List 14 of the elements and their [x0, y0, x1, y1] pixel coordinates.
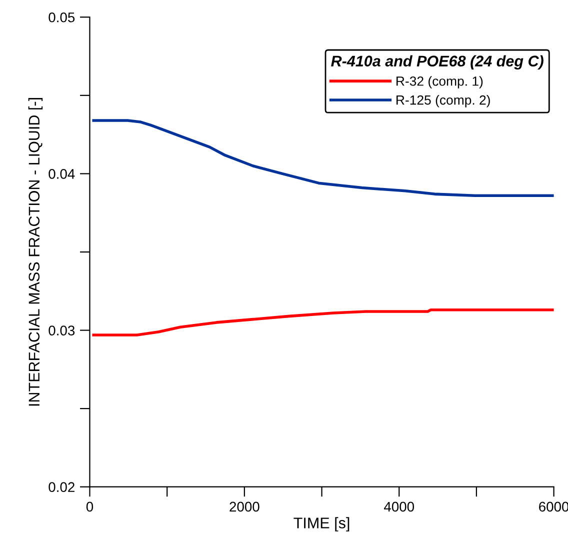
legend-title: R-410a and POE68 (24 deg C): [331, 55, 544, 70]
x-axis-title: TIME [s]: [294, 517, 350, 532]
legend-label: R-125 (comp. 2): [396, 95, 490, 108]
y-tick-label: 0.02: [48, 482, 74, 492]
y-tick-label: 0.05: [48, 12, 75, 22]
x-tick-label: 4000: [384, 502, 414, 512]
line-series: [92, 308, 554, 336]
x-tick-label: 2000: [230, 502, 260, 512]
y-axis-title: INTERFACIAL MASS FRACTION - LIQUID [-]: [28, 98, 43, 406]
legend-label: R-32 (comp. 1): [396, 76, 483, 88]
line-series: [92, 119, 554, 198]
y-tick-label: 0.03: [48, 326, 75, 336]
y-tick-label: 0.04: [48, 169, 75, 179]
x-tick-label: 0: [86, 502, 94, 512]
